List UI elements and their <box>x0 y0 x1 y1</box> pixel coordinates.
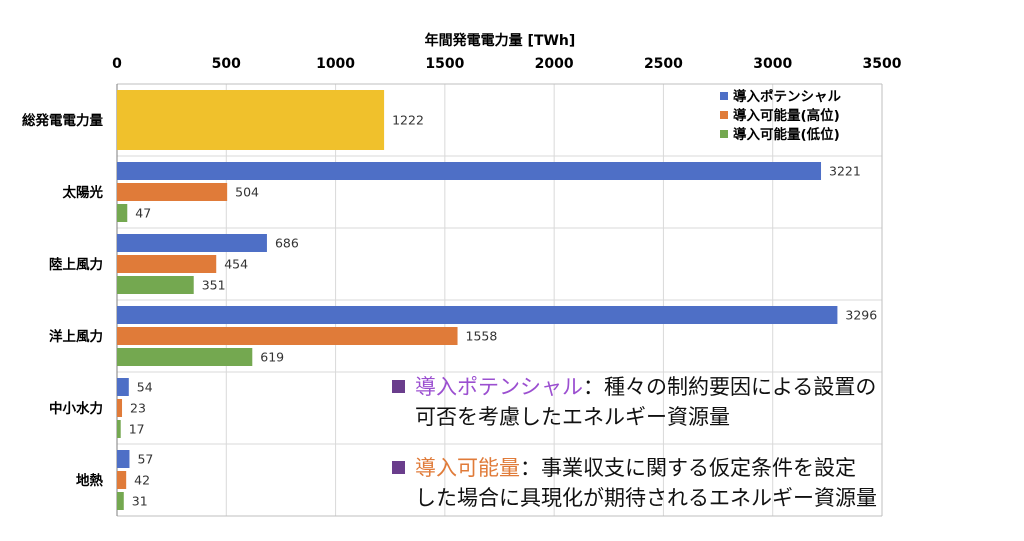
bar-series-2 <box>117 492 124 510</box>
bar-series-1 <box>117 327 458 345</box>
annotation-text-line2: した場合に具現化が期待されるエネルギー資源量 <box>415 486 877 510</box>
data-label: 1558 <box>466 329 498 344</box>
data-label: 686 <box>275 236 299 251</box>
bullet-icon <box>392 380 405 393</box>
annotation-text-line1: ：種々の制約要因による設置の <box>583 375 877 399</box>
category-label: 太陽光 <box>63 184 104 201</box>
bar-series-2 <box>117 276 194 294</box>
category-label: 中小水力 <box>49 400 103 417</box>
data-label: 504 <box>235 185 259 200</box>
x-tick-label: 1500 <box>425 56 464 72</box>
legend-label: 導入可能量(高位) <box>733 107 840 124</box>
x-tick-label: 500 <box>212 56 241 72</box>
data-label: 3296 <box>845 308 877 323</box>
legend-swatch <box>720 130 728 138</box>
data-label: 57 <box>137 452 153 467</box>
category-label: 総発電電力量 <box>22 112 103 129</box>
x-tick-label: 2500 <box>644 56 683 72</box>
annotation-term: 導入可能量 <box>415 456 520 480</box>
legend-label: 導入ポテンシャル <box>733 88 841 105</box>
bar-series-1 <box>117 183 228 201</box>
annotation-deployable: 導入可能量：事業収支に関する仮定条件を設定 した場合に具現化が期待されるエネルギ… <box>392 453 877 513</box>
data-label: 454 <box>224 257 248 272</box>
data-label: 31 <box>132 494 148 509</box>
bar-series-1 <box>117 471 127 489</box>
bar-series-2 <box>117 204 128 222</box>
bar-series-0 <box>117 234 267 252</box>
x-tick-label: 0 <box>112 56 122 72</box>
annotation-term: 導入ポテンシャル <box>415 375 583 399</box>
bar-series-0 <box>117 450 130 468</box>
data-label: 42 <box>134 473 150 488</box>
data-label: 54 <box>137 380 153 395</box>
bar-series-1 <box>117 399 123 417</box>
x-tick-label: 2000 <box>535 56 574 72</box>
category-label: 洋上風力 <box>49 328 103 345</box>
data-label: 17 <box>129 422 145 437</box>
category-label: 陸上風力 <box>49 256 103 273</box>
bullet-icon <box>392 461 405 474</box>
legend-swatch <box>720 111 728 119</box>
bar-series-0 <box>117 378 129 396</box>
bar-series-0 <box>117 162 822 180</box>
bar-series-1 <box>117 255 217 273</box>
bar-series-2 <box>117 420 121 438</box>
annotation-text-line2: 可否を考慮したエネルギー資源量 <box>415 405 730 429</box>
data-label: 1222 <box>392 113 424 128</box>
data-label: 3221 <box>829 164 861 179</box>
data-label: 351 <box>202 278 226 293</box>
bar-series-0 <box>117 306 838 324</box>
x-tick-label: 3000 <box>753 56 792 72</box>
bar-total <box>117 90 385 150</box>
x-axis-title: 年間発電電力量 [TWh] <box>425 32 576 49</box>
legend-swatch <box>720 92 728 100</box>
legend-label: 導入可能量(低位) <box>733 126 840 143</box>
x-tick-label: 1000 <box>316 56 355 72</box>
data-label: 619 <box>260 350 284 365</box>
annotation-potential: 導入ポテンシャル：種々の制約要因による設置の 可否を考慮したエネルギー資源量 <box>392 372 876 432</box>
bar-series-2 <box>117 348 253 366</box>
data-label: 47 <box>135 206 151 221</box>
annotation-text-line1: ：事業収支に関する仮定条件を設定 <box>520 456 856 480</box>
category-label: 地熱 <box>76 472 103 489</box>
x-tick-label: 3500 <box>863 56 902 72</box>
data-label: 23 <box>130 401 146 416</box>
